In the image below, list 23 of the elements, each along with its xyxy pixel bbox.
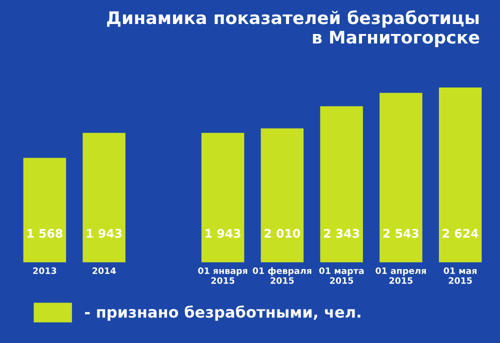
data-label: 1 568 <box>28 228 62 238</box>
data-label: 2 624 <box>442 228 478 238</box>
bar <box>438 87 482 262</box>
x-tick-label: 01 марта 2015 <box>319 267 364 284</box>
data-label: 1 943 <box>206 228 240 238</box>
data-label: 2 010 <box>264 228 300 238</box>
data-label: 2 343 <box>324 228 360 238</box>
bar <box>380 92 422 262</box>
data-label: 1 943 <box>86 228 122 238</box>
x-tick-label: 01 мая 2015 <box>444 267 477 284</box>
x-tick-label: 2014 <box>92 267 116 274</box>
chart-title: Динамика показателей безработицы в Магнитогорске <box>107 10 480 48</box>
data-label: 2 543 <box>383 228 418 238</box>
x-tick-label: 01 февраля 2015 <box>252 267 312 284</box>
bar <box>320 106 363 262</box>
x-tick-label: 01 января 2015 <box>198 267 248 284</box>
x-tick-label: 01 апреля 2015 <box>376 267 426 284</box>
x-tick-label: 2013 <box>33 267 56 274</box>
legend-label: - признано безработными, чел. <box>84 305 360 321</box>
bar <box>260 128 304 262</box>
bar <box>23 158 66 262</box>
bar <box>82 132 126 262</box>
bar <box>201 132 244 262</box>
